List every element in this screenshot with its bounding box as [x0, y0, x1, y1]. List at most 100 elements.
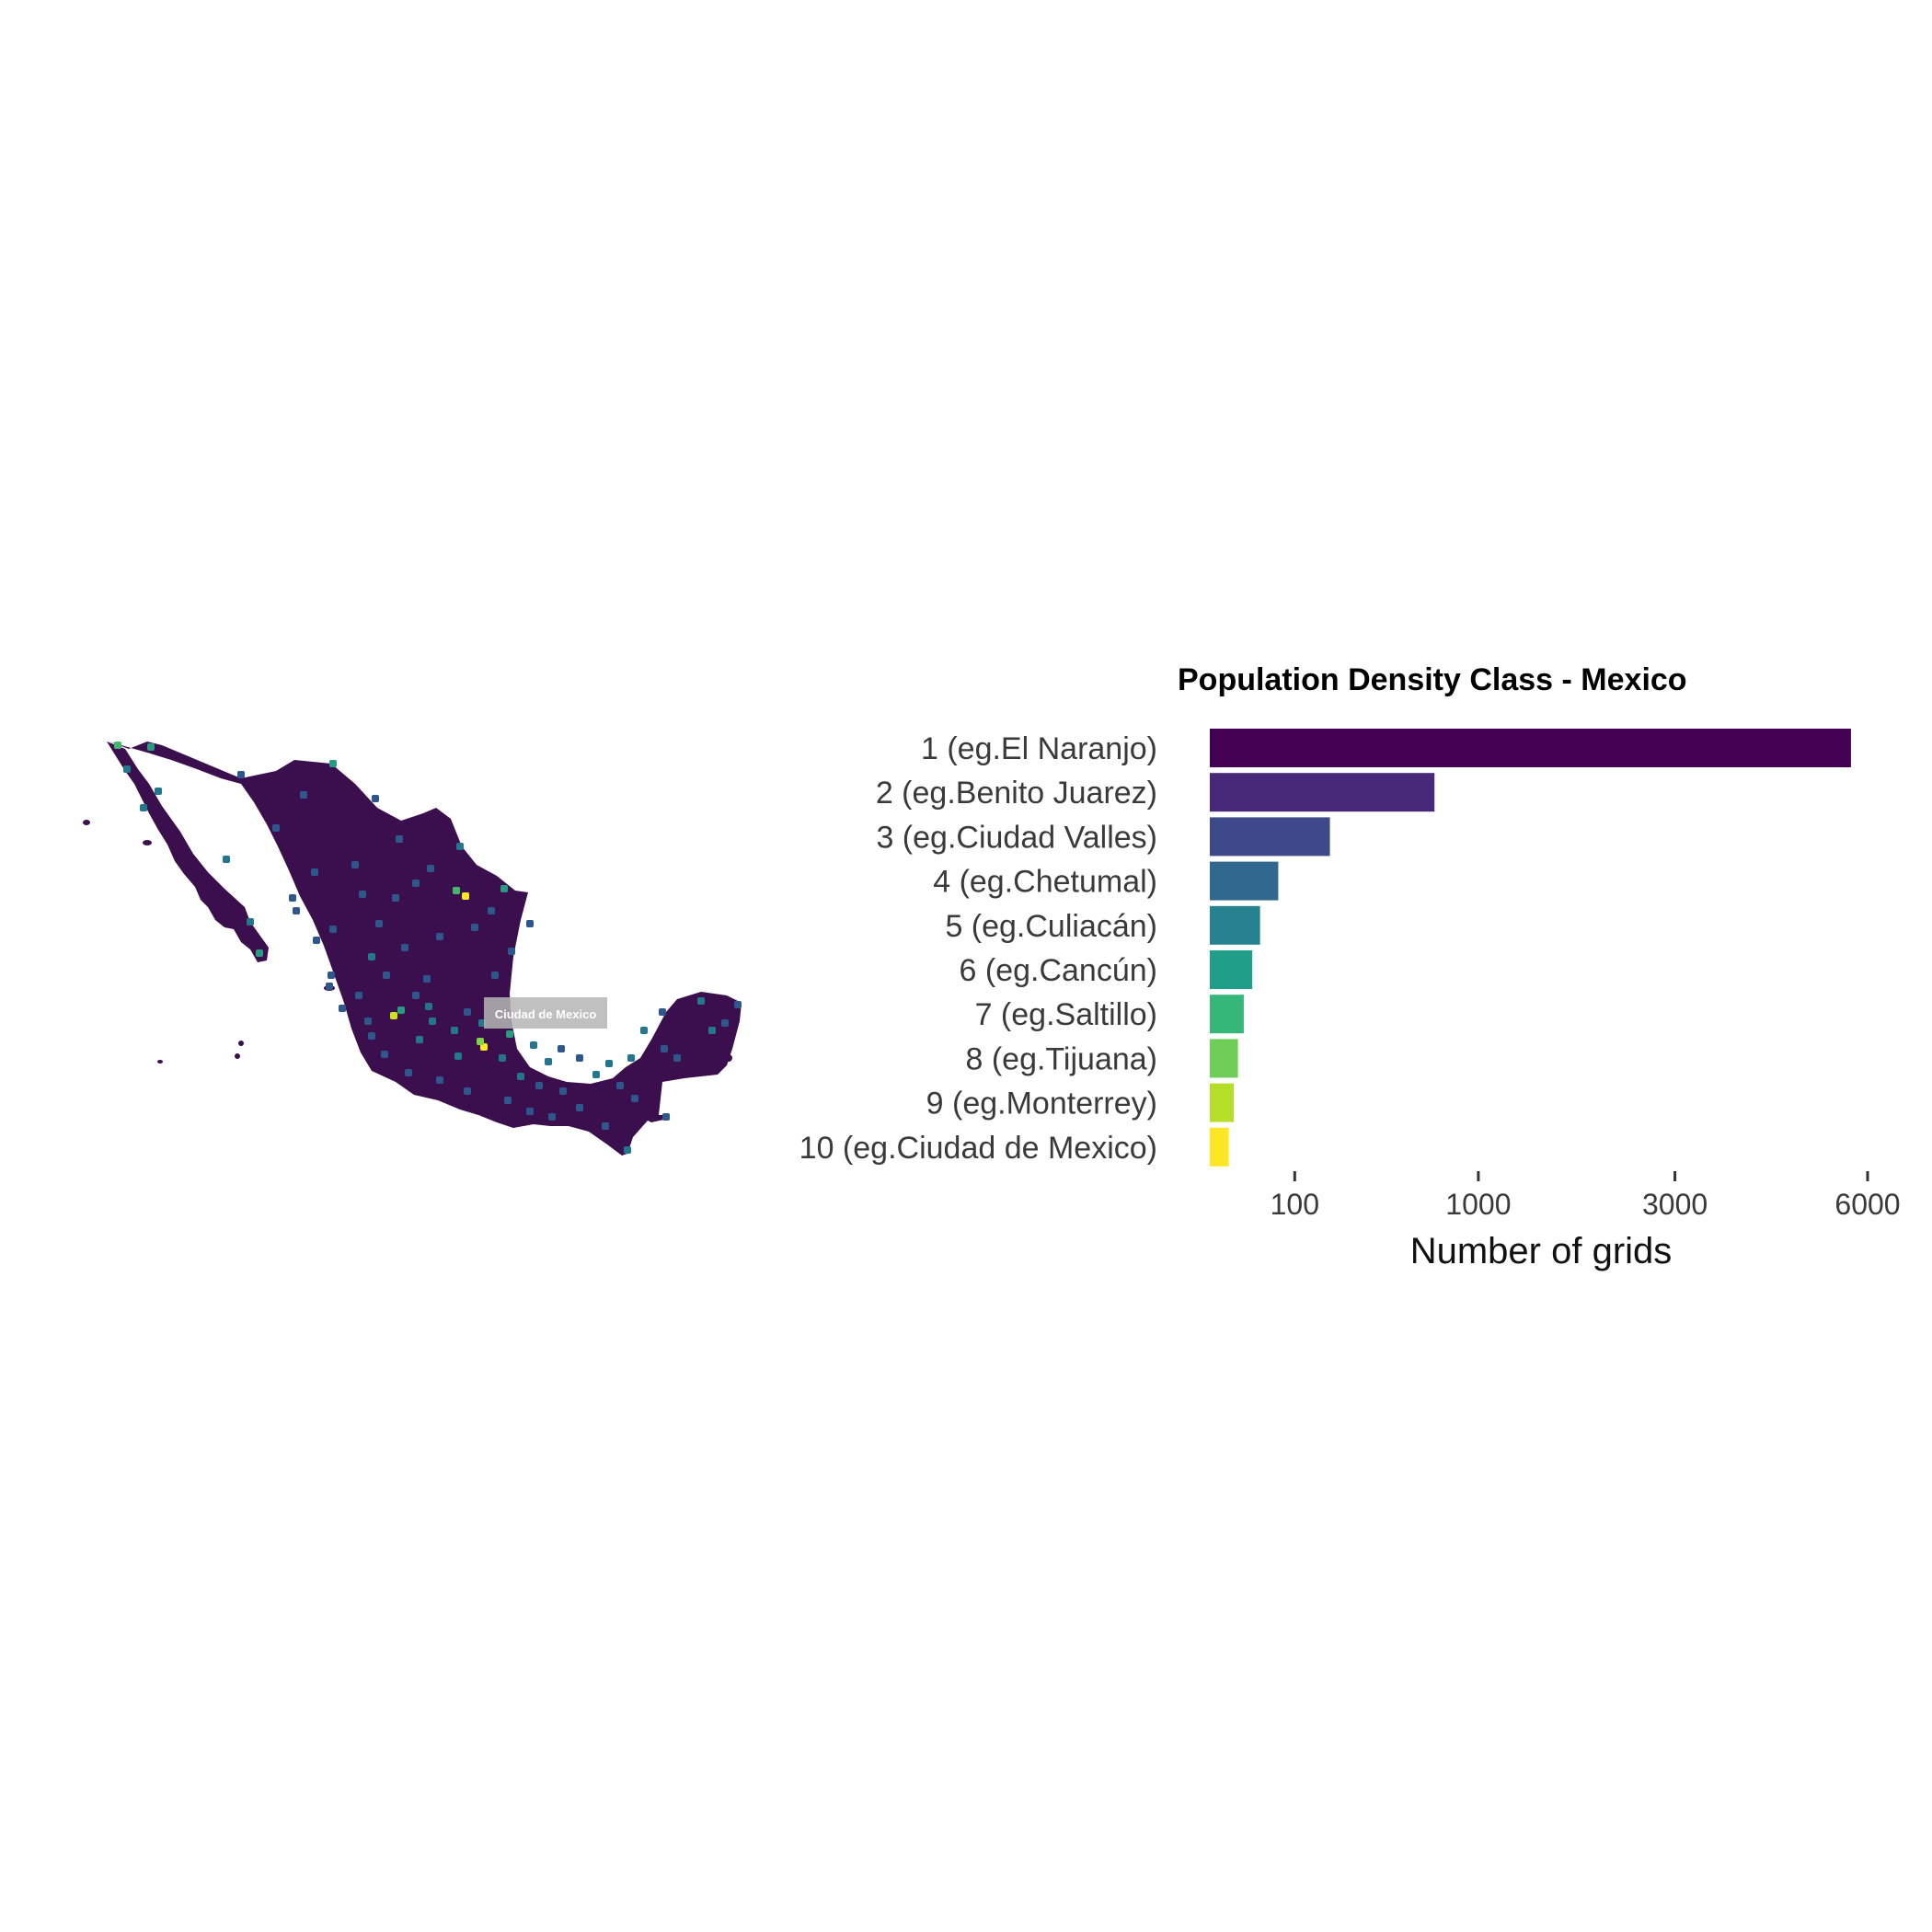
density-hotspot [661, 1045, 668, 1052]
density-hotspot [456, 843, 464, 850]
density-hotspot [464, 1087, 471, 1095]
density-hotspot [383, 972, 390, 979]
density-hotspot [576, 1054, 583, 1062]
x-tick-label: 1000 [1445, 1188, 1511, 1221]
density-hotspot [293, 907, 300, 914]
density-hotspot [328, 972, 335, 979]
density-hotspot [114, 742, 121, 749]
density-hotspot [526, 1108, 534, 1115]
density-hotspot [477, 1038, 484, 1045]
island-shape [725, 1054, 732, 1062]
chart-title: Population Density Class - Mexico [1178, 662, 1687, 697]
density-hotspot [662, 1113, 670, 1121]
density-hotspot [640, 1027, 648, 1034]
density-hotspot [530, 1041, 537, 1049]
density-hotspot [631, 1095, 638, 1102]
category-labels: 1 (eg.El Naranjo) 2 (eg.Benito Juarez) 3 (… [799, 731, 1157, 1166]
mexico-population-map: Ciudad de Mexico [83, 742, 742, 1156]
island-shape [238, 1041, 244, 1046]
density-hotspot [401, 944, 408, 951]
density-hotspot [453, 887, 460, 894]
category-label-9: 9 (eg.Monterrey) [926, 1087, 1157, 1121]
baja-california-shape [107, 742, 269, 962]
density-hotspot [504, 1097, 512, 1104]
density-hotspot [548, 1113, 556, 1121]
category-label-5: 5 (eg.Culiacán) [945, 909, 1157, 944]
density-hotspot [381, 1051, 388, 1058]
density-hotspot [364, 1018, 372, 1025]
density-hotspot [427, 865, 434, 872]
density-hotspot [313, 937, 320, 944]
density-hotspot [627, 1054, 635, 1062]
density-hotspot [397, 1006, 405, 1014]
density-hotspot [300, 791, 307, 799]
bar-class-5 [1210, 905, 1260, 945]
density-hotspot [359, 891, 366, 898]
density-hotspot [734, 1001, 742, 1008]
density-hotspot [368, 1032, 375, 1040]
x-axis-title: Number of grids [1410, 1231, 1673, 1271]
category-label-10: 10 (eg.Ciudad de Mexico) [799, 1131, 1157, 1166]
bar-class-10 [1210, 1127, 1229, 1167]
density-hotspot [351, 861, 359, 868]
category-label-7: 7 (eg.Saltillo) [975, 997, 1157, 1032]
bar-class-4 [1210, 861, 1279, 901]
density-hotspot [247, 918, 254, 926]
density-hotspot [499, 1054, 506, 1062]
density-hotspot [602, 1122, 609, 1130]
bar-chart: Population Density Class - Mexico 1 (eg.… [799, 662, 1901, 1271]
bar-class-6 [1210, 950, 1253, 989]
density-hotspot [721, 1019, 729, 1027]
density-hotspot [451, 1027, 458, 1034]
density-hotspot [289, 894, 296, 902]
density-hotspot [339, 1005, 346, 1012]
density-hotspot [576, 1104, 583, 1111]
density-hotspot [708, 1027, 716, 1034]
bar-class-7 [1210, 995, 1244, 1034]
density-hotspots [114, 742, 742, 1154]
density-hotspot [412, 880, 420, 887]
category-label-6: 6 (eg.Cancún) [960, 953, 1157, 988]
island-shape [143, 840, 152, 845]
density-hotspot [326, 983, 333, 990]
density-hotspot [462, 892, 469, 900]
bar-class-1 [1210, 729, 1851, 767]
mexico-mainland-shape [109, 742, 742, 1156]
island-shape [83, 820, 90, 825]
density-hotspot [329, 760, 337, 767]
density-hotspot [673, 1054, 681, 1062]
density-hotspot [368, 953, 375, 960]
density-hotspot [329, 926, 337, 933]
density-hotspot [429, 1018, 436, 1025]
density-hotspot [147, 743, 155, 751]
density-hotspot [396, 835, 403, 843]
category-label-3: 3 (eg.Ciudad Valles) [876, 820, 1157, 855]
x-tick-label: 6000 [1834, 1188, 1900, 1221]
density-hotspot [390, 1012, 397, 1019]
density-hotspot [605, 1060, 613, 1067]
bar-class-3 [1210, 817, 1330, 857]
bar-class-2 [1210, 773, 1435, 812]
density-hotspot [405, 1069, 412, 1076]
density-hotspot [416, 1036, 423, 1043]
density-hotspot [517, 1073, 524, 1080]
density-hotspot [256, 949, 263, 957]
x-tick-label: 100 [1271, 1188, 1319, 1221]
density-hotspot [392, 894, 399, 902]
density-hotspot [436, 933, 443, 940]
density-hotspot [559, 1087, 567, 1095]
density-hotspot [545, 1058, 552, 1065]
density-hotspot [412, 992, 420, 999]
density-hotspot [155, 788, 162, 795]
density-hotspot [272, 824, 280, 832]
density-hotspot [464, 1008, 471, 1016]
density-hotspot [659, 1008, 666, 1016]
density-hotspot [454, 1052, 462, 1060]
island-shape [235, 1053, 240, 1059]
density-hotspot [526, 920, 534, 927]
bars [1210, 729, 1851, 1167]
density-hotspot [372, 795, 379, 802]
category-label-4: 4 (eg.Chetumal) [933, 865, 1157, 900]
density-hotspot [697, 997, 705, 1005]
